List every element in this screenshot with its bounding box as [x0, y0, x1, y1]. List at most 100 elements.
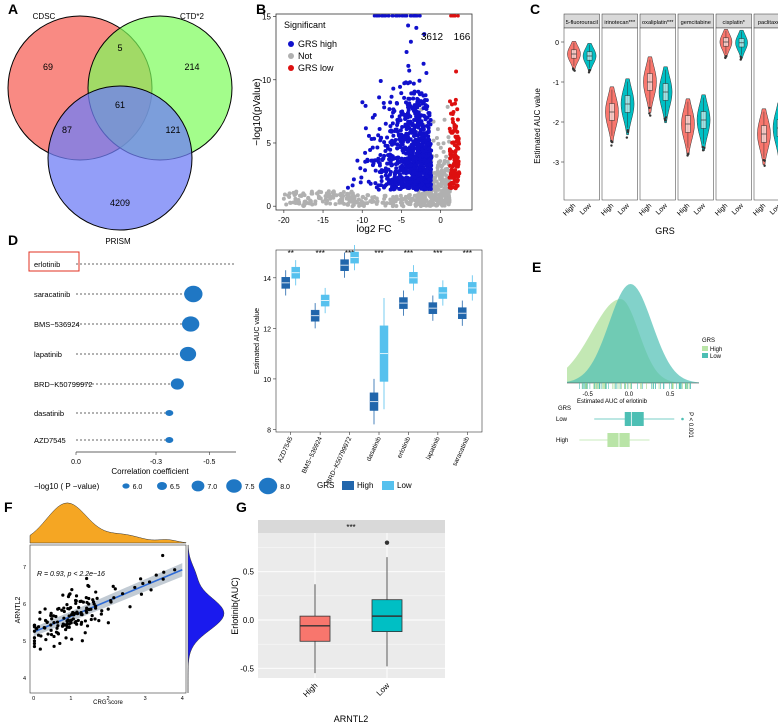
f-point: [94, 590, 98, 594]
volcano-point-grs-high: [404, 50, 409, 55]
volcano-point-not: [443, 178, 448, 183]
dot-drug-label: AZD7545: [34, 436, 66, 445]
volcano-point-not: [434, 153, 439, 158]
volcano-point-not: [446, 135, 451, 140]
f-point: [32, 644, 37, 649]
volcano-point-grs-high: [374, 185, 379, 190]
volcano-point-grs-high: [398, 84, 403, 89]
panel-label-d: D: [8, 232, 18, 248]
f-point: [173, 568, 177, 572]
panel-label-a: A: [8, 1, 18, 17]
volcano-point-grs-high: [428, 148, 433, 153]
volcano-point-grs-low: [451, 120, 456, 125]
violin-outlier: [571, 67, 575, 70]
volcano-point-grs-high: [421, 127, 426, 132]
dot-point: [170, 378, 184, 390]
volcano-point-grs-low: [455, 117, 460, 122]
volcano-point-grs-high: [423, 117, 428, 122]
violin-x-tick-label: High: [714, 202, 729, 217]
volcano-point-grs-high: [415, 146, 420, 151]
volcano-point-grs-high: [427, 111, 432, 116]
f-point: [64, 636, 68, 640]
volcano-x-tick-label: -15: [317, 216, 329, 225]
f-point: [109, 599, 113, 603]
density-box-label-low: Low: [556, 417, 568, 423]
volcano-point-grs-high: [412, 123, 417, 128]
f-point: [55, 620, 60, 624]
volcano-point-not: [282, 192, 287, 197]
venn-region-cdsc-prism: 87: [62, 125, 72, 135]
g-y-tick-label: 0.0: [243, 616, 255, 625]
violin-x-tick-label: Low: [655, 202, 670, 217]
f-point: [113, 587, 117, 591]
volcano-point-grs-high: [379, 170, 384, 175]
volcano-point-not: [439, 201, 444, 206]
violin-x-tick-label: Low: [731, 202, 746, 217]
volcano-point-grs-high: [424, 71, 429, 76]
f-point: [106, 621, 110, 625]
volcano-point-grs-high: [391, 133, 396, 138]
f-point: [43, 626, 47, 630]
density-x-label: Estimated AUC of erlotinib: [577, 399, 648, 405]
volcano-point-grs-high: [382, 140, 387, 145]
dbox-x-tick-label: erlotinib: [396, 436, 412, 460]
volcano-point-not: [339, 193, 344, 198]
volcano-point-grs-high: [398, 128, 403, 133]
violin-facet-label: irinotecan***: [604, 20, 636, 26]
legend-label-grs-low: GRS low: [298, 63, 334, 73]
volcano-point-grs-high: [423, 138, 428, 143]
volcano-point-grs-low: [454, 69, 459, 74]
volcano-point-grs-high: [406, 135, 411, 140]
volcano-point-not: [434, 186, 439, 191]
f-point: [89, 617, 93, 622]
volcano-point-not: [359, 202, 364, 207]
volcano-point-grs-high: [389, 129, 394, 134]
volcano-point-grs-high: [382, 185, 387, 190]
f-point: [67, 614, 71, 618]
volcano-point-grs-high: [390, 121, 395, 126]
volcano-point-grs-high: [427, 166, 432, 171]
volcano-point-grs-high: [366, 133, 371, 138]
f-point: [38, 647, 42, 651]
dbox-x-tick-label: BMS−536924: [301, 436, 324, 475]
volcano-point-not: [437, 162, 442, 167]
volcano-point-grs-high: [395, 155, 400, 160]
volcano-point-not: [413, 203, 418, 208]
volcano-point-not: [313, 199, 318, 204]
volcano-point-grs-high: [363, 126, 368, 131]
volcano-point-not: [426, 201, 431, 206]
volcano-point-grs-high: [386, 179, 391, 184]
dbox-significance: ***: [404, 249, 413, 258]
violin-facet-label: oxaliplatin***: [642, 20, 674, 26]
volcano-point-grs-high: [421, 149, 426, 154]
violin-facet-panel: [639, 27, 676, 201]
volcano-point-grs-high: [368, 148, 373, 153]
volcano-point-not: [441, 149, 446, 154]
volcano-point-grs-low: [456, 139, 461, 144]
g-outlier: [384, 540, 390, 545]
volcano-point-grs-high: [412, 166, 417, 171]
f-point: [58, 641, 62, 646]
volcano-point-grs-high: [416, 125, 421, 130]
volcano-point-not: [320, 199, 325, 204]
f-point: [61, 622, 65, 626]
volcano-point-grs-high: [396, 182, 401, 187]
volcano-point-grs-low: [450, 117, 455, 122]
volcano-point-not: [426, 191, 431, 196]
dot-size-legend-dot: [122, 483, 130, 489]
density-box-low: [624, 412, 644, 426]
volcano-point-grs-high: [405, 185, 410, 190]
f-point: [83, 619, 87, 623]
volcano-point-grs-high: [403, 145, 408, 150]
violin-outlier: [739, 58, 742, 61]
volcano-point-not: [412, 193, 417, 198]
violin-y-tick-label: -1: [553, 80, 559, 87]
volcano-point-grs-high: [410, 174, 415, 179]
dot-drug-label: BMS−536924: [34, 320, 80, 329]
f-point: [93, 617, 97, 621]
dbox-legend-swatch-high: [342, 481, 354, 490]
volcano-point-grs-high: [374, 14, 378, 18]
volcano-point-grs-low: [447, 185, 452, 190]
f-plot: 0 1 2 3 4 4 5 6 7: [23, 502, 225, 702]
legend-label-grs-high: GRS high: [298, 39, 337, 49]
